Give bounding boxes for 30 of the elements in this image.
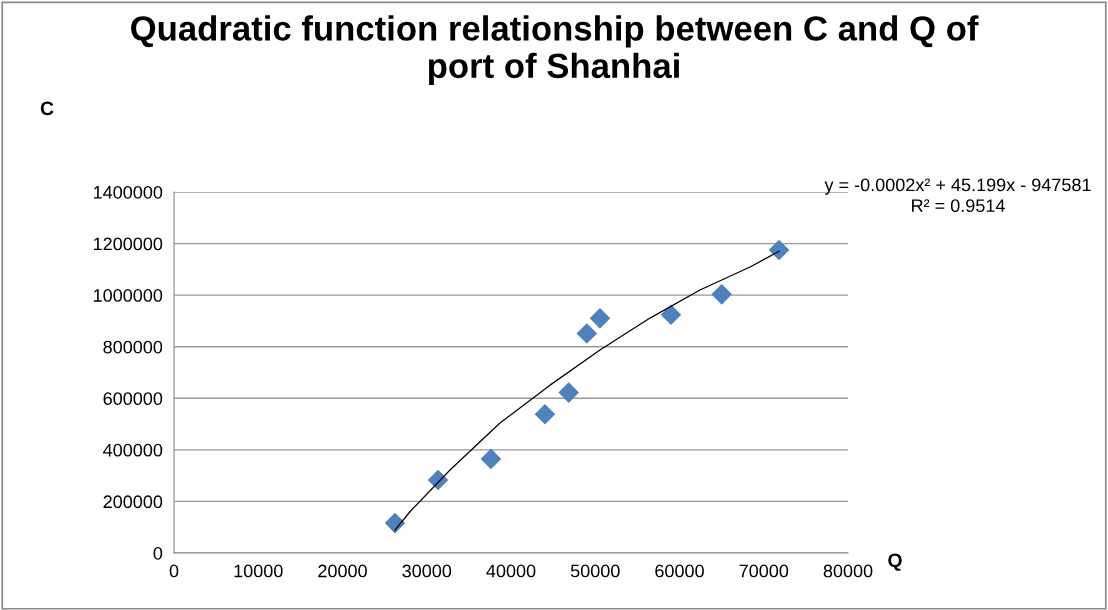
x-tick-label: 70000 [739,564,789,578]
y-tick-label: 0 [153,546,163,560]
y-tick-label: 600000 [103,392,163,406]
x-tick-label: 50000 [570,564,620,578]
x-tick-label: 60000 [655,564,704,578]
x-tick-label: 10000 [234,564,283,578]
annotation: y = -0.0002x² + 45.199x - 947581 R² = 0.9514 [824,178,1091,213]
point [711,284,733,305]
point [660,304,682,326]
y-tick-label: 1400000 [93,185,163,199]
point [589,308,611,329]
x-tick-label: 40000 [486,564,536,578]
chart-title: Quadratic function relationship between C and Q of port of Shanhai [131,15,979,86]
point [768,239,790,261]
x-axis-title: Q [888,553,902,571]
y-tick-label: 200000 [103,495,163,509]
y-tick-label: 1000000 [93,289,163,302]
x-tick-label: 30000 [402,564,452,578]
y-axis-title: C [40,101,54,116]
point [534,403,556,425]
y-tick-label: 400000 [103,443,163,457]
x-tick-label: 0 [169,564,179,578]
point [576,323,598,344]
point [384,512,406,534]
y-tick-label: 800000 [103,340,163,354]
point [558,382,580,403]
x-tick-label: 20000 [318,564,367,578]
x-tick-label: 80000 [823,564,873,578]
y-tick-label: 1200000 [93,237,163,251]
point [480,448,502,470]
